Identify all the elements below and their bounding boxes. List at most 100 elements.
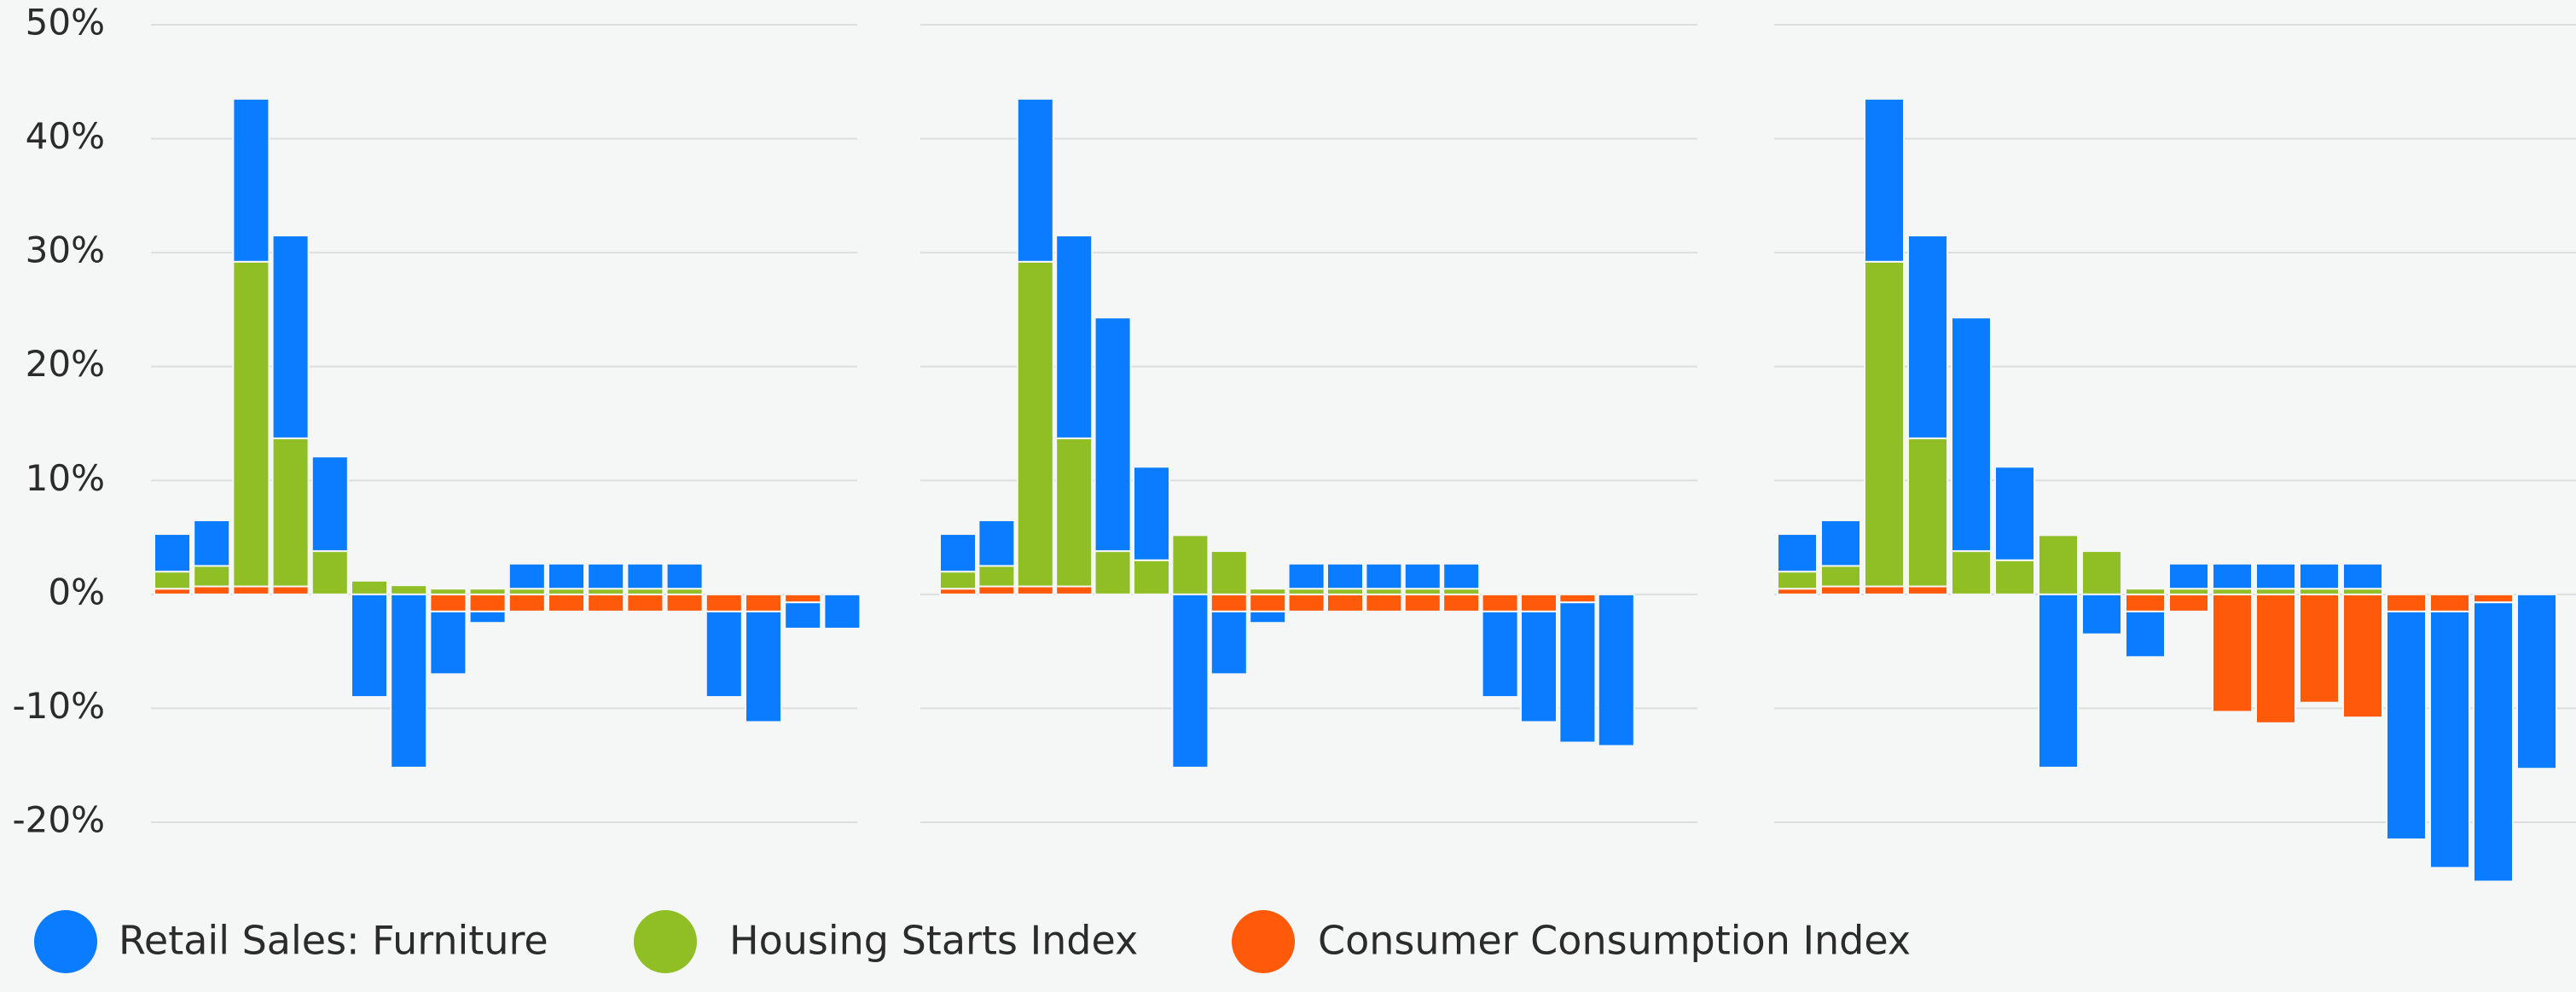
- bar-segment: [1481, 593, 1519, 612]
- bar-segment: [1249, 610, 1287, 624]
- bar-segment: [193, 519, 231, 567]
- bar-segment: [468, 610, 507, 624]
- bar-segment: [390, 593, 428, 769]
- bar-segment: [310, 455, 349, 553]
- bar-segment: [1133, 559, 1170, 595]
- bar-segment: [1403, 562, 1442, 590]
- bar-segment: [193, 565, 231, 588]
- bar-segment: [351, 579, 388, 595]
- bar-segment: [1365, 562, 1403, 590]
- bar-segment: [2168, 593, 2209, 612]
- bar-segment: [351, 593, 388, 699]
- bar-segment: [2081, 550, 2122, 595]
- y-tick-label: 30%: [26, 229, 105, 271]
- bar-segment: [1951, 316, 1992, 553]
- legend-swatch: [34, 910, 97, 973]
- bar-segment: [154, 533, 191, 573]
- bar-segment: [2342, 562, 2383, 590]
- bar-segment: [2168, 588, 2209, 595]
- bar-segment: [1249, 593, 1287, 612]
- bar-segment: [1403, 593, 1442, 612]
- bar-segment: [1287, 588, 1326, 595]
- bar-segment: [232, 260, 270, 588]
- bar-segment: [587, 588, 625, 595]
- bar-segment: [154, 571, 191, 590]
- bar-segment: [939, 533, 977, 573]
- bar-segment: [2473, 601, 2514, 883]
- bar-segment: [2212, 562, 2253, 590]
- bar-segment: [1864, 260, 1905, 588]
- bar-segment: [1907, 235, 1948, 439]
- bar-segment: [232, 97, 270, 263]
- bar-segment: [1365, 588, 1403, 595]
- bar-segment: [1055, 235, 1094, 439]
- bar-segment: [508, 562, 546, 590]
- bar-segment: [2299, 562, 2340, 590]
- bar-segment: [939, 588, 977, 595]
- bar-segment: [271, 437, 310, 588]
- bar-segment: [429, 588, 467, 595]
- bar-segment: [1864, 97, 1905, 263]
- y-tick-label: -10%: [12, 685, 105, 727]
- legend-label: Housing Starts Index: [729, 918, 1138, 964]
- bar-segment: [2255, 588, 2296, 595]
- legend-label: Consumer Consumption Index: [1318, 918, 1911, 964]
- bar-segment: [2342, 593, 2383, 719]
- bar-segment: [1055, 585, 1094, 595]
- bar-segment: [271, 585, 310, 595]
- bar-segment: [2429, 593, 2470, 612]
- bar-segment: [1558, 601, 1597, 744]
- bar-segment: [2386, 610, 2427, 841]
- bar-segment: [1365, 593, 1403, 612]
- bar-segment: [626, 562, 664, 590]
- bar-segment: [1210, 593, 1248, 612]
- bar-segment: [823, 593, 862, 629]
- bar-segment: [2212, 593, 2253, 713]
- bar-segment: [2081, 593, 2122, 635]
- bar-segment: [1326, 593, 1364, 612]
- bar-segment: [1016, 585, 1054, 595]
- bar-segment: [2386, 593, 2427, 612]
- bar-segment: [1055, 437, 1094, 588]
- bar-segment: [978, 519, 1016, 567]
- bar-segment: [1016, 260, 1054, 588]
- bar-segment: [1133, 466, 1170, 561]
- bar-segment: [1951, 550, 1992, 595]
- bar-segment: [2212, 588, 2253, 595]
- bar-segment: [2125, 588, 2166, 595]
- bar-segment: [508, 593, 546, 612]
- bar-segment: [1210, 550, 1248, 595]
- bar-segment: [2038, 593, 2079, 769]
- bar-segment: [1094, 316, 1132, 553]
- bar-segment: [390, 584, 428, 595]
- bar-segment: [705, 610, 743, 699]
- bar-segment: [2429, 610, 2470, 869]
- bar-segment: [665, 562, 704, 590]
- bar-segment: [271, 235, 310, 439]
- bar-segment: [1520, 593, 1558, 612]
- bar-segment: [1820, 585, 1861, 595]
- bar-segment: [2168, 562, 2209, 590]
- bar-segment: [1326, 588, 1364, 595]
- y-tick-label: 40%: [26, 115, 105, 157]
- bar-segment: [429, 610, 467, 676]
- bar-segment: [2299, 593, 2340, 704]
- bar-segment: [587, 562, 625, 590]
- bar-segment: [548, 588, 585, 595]
- legend-label: Retail Sales: Furniture: [119, 918, 548, 964]
- bar-segment: [1558, 593, 1597, 604]
- bar-segment: [1442, 588, 1481, 595]
- bar-segment: [2255, 593, 2296, 724]
- bar-segment: [2125, 610, 2166, 658]
- bar-segment: [1481, 610, 1519, 699]
- bar-segment: [1442, 593, 1481, 612]
- bar-segment: [745, 610, 782, 723]
- y-tick-label: 10%: [26, 457, 105, 499]
- bar-segment: [705, 593, 743, 612]
- bar-segment: [2038, 534, 2079, 595]
- bar-segment: [2342, 588, 2383, 595]
- bar-segment: [468, 593, 507, 612]
- bar-segment: [1864, 585, 1905, 595]
- y-tick-label: 20%: [26, 343, 105, 385]
- bar-segment: [310, 550, 349, 595]
